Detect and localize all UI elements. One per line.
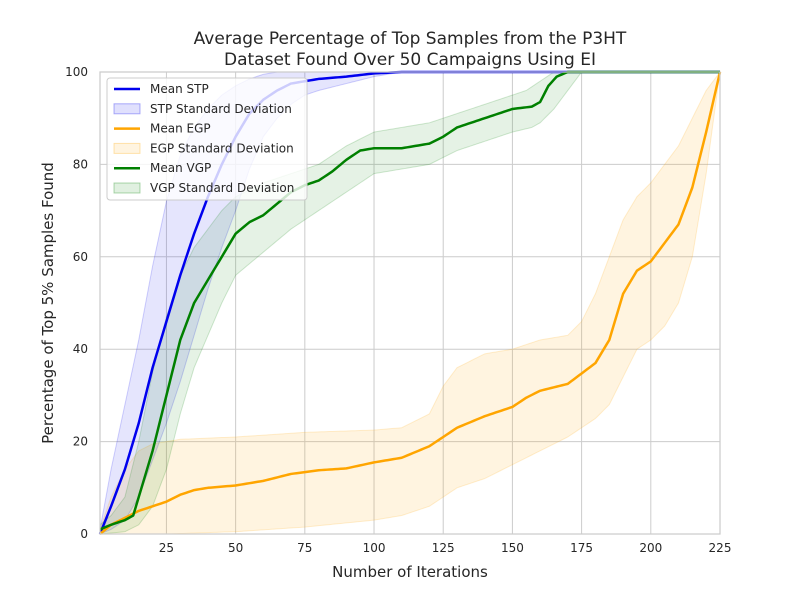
- grid: [100, 71, 721, 535]
- x-tick-label: 175: [570, 541, 593, 555]
- legend-label: VGP Standard Deviation: [150, 181, 294, 195]
- legend-swatch-band: [113, 182, 141, 194]
- x-axis-label: Number of Iterations: [332, 563, 488, 581]
- x-axis-ticks: 25 50 75 100 125 150 175 200 225: [159, 541, 732, 555]
- x-tick-label: 200: [639, 541, 662, 555]
- y-tick-label: 60: [73, 250, 88, 264]
- legend-swatch-band: [113, 142, 141, 154]
- plot-frame: [99, 71, 721, 535]
- x-tick-label: 25: [159, 541, 174, 555]
- legend-label: STP Standard Deviation: [150, 102, 292, 116]
- legend-label: Mean VGP: [150, 161, 211, 175]
- y-tick-label: 80: [73, 157, 88, 171]
- x-tick-label: 225: [709, 541, 732, 555]
- x-tick-label: 75: [297, 541, 312, 555]
- y-axis-ticks: 0 20 40 60 80 100: [65, 65, 88, 541]
- x-tick-label: 125: [432, 541, 455, 555]
- x-tick-label: 150: [501, 541, 524, 555]
- y-tick-label: 40: [73, 342, 88, 356]
- chart-title-line-1: Average Percentage of Top Samples from t…: [194, 29, 627, 49]
- x-tick-label: 50: [228, 541, 243, 555]
- legend-box: [106, 77, 308, 201]
- mean-egp-line: [99, 71, 722, 535]
- legend-label: Mean EGP: [150, 122, 211, 136]
- y-tick-label: 100: [65, 65, 88, 79]
- legend-label: EGP Standard Deviation: [150, 141, 294, 155]
- legend-swatch-band: [113, 103, 141, 115]
- chart-title-line-2: Dataset Found Over 50 Campaigns Using EI: [224, 50, 596, 70]
- y-axis-label: Percentage of Top 5% Samples Found: [39, 162, 57, 444]
- x-tick-label: 100: [363, 541, 386, 555]
- legend: Mean STP STP Standard Deviation Mean EGP EG…: [106, 77, 308, 201]
- y-tick-label: 20: [73, 435, 88, 449]
- legend-label: Mean STP: [150, 82, 209, 96]
- y-tick-label: 0: [80, 527, 88, 541]
